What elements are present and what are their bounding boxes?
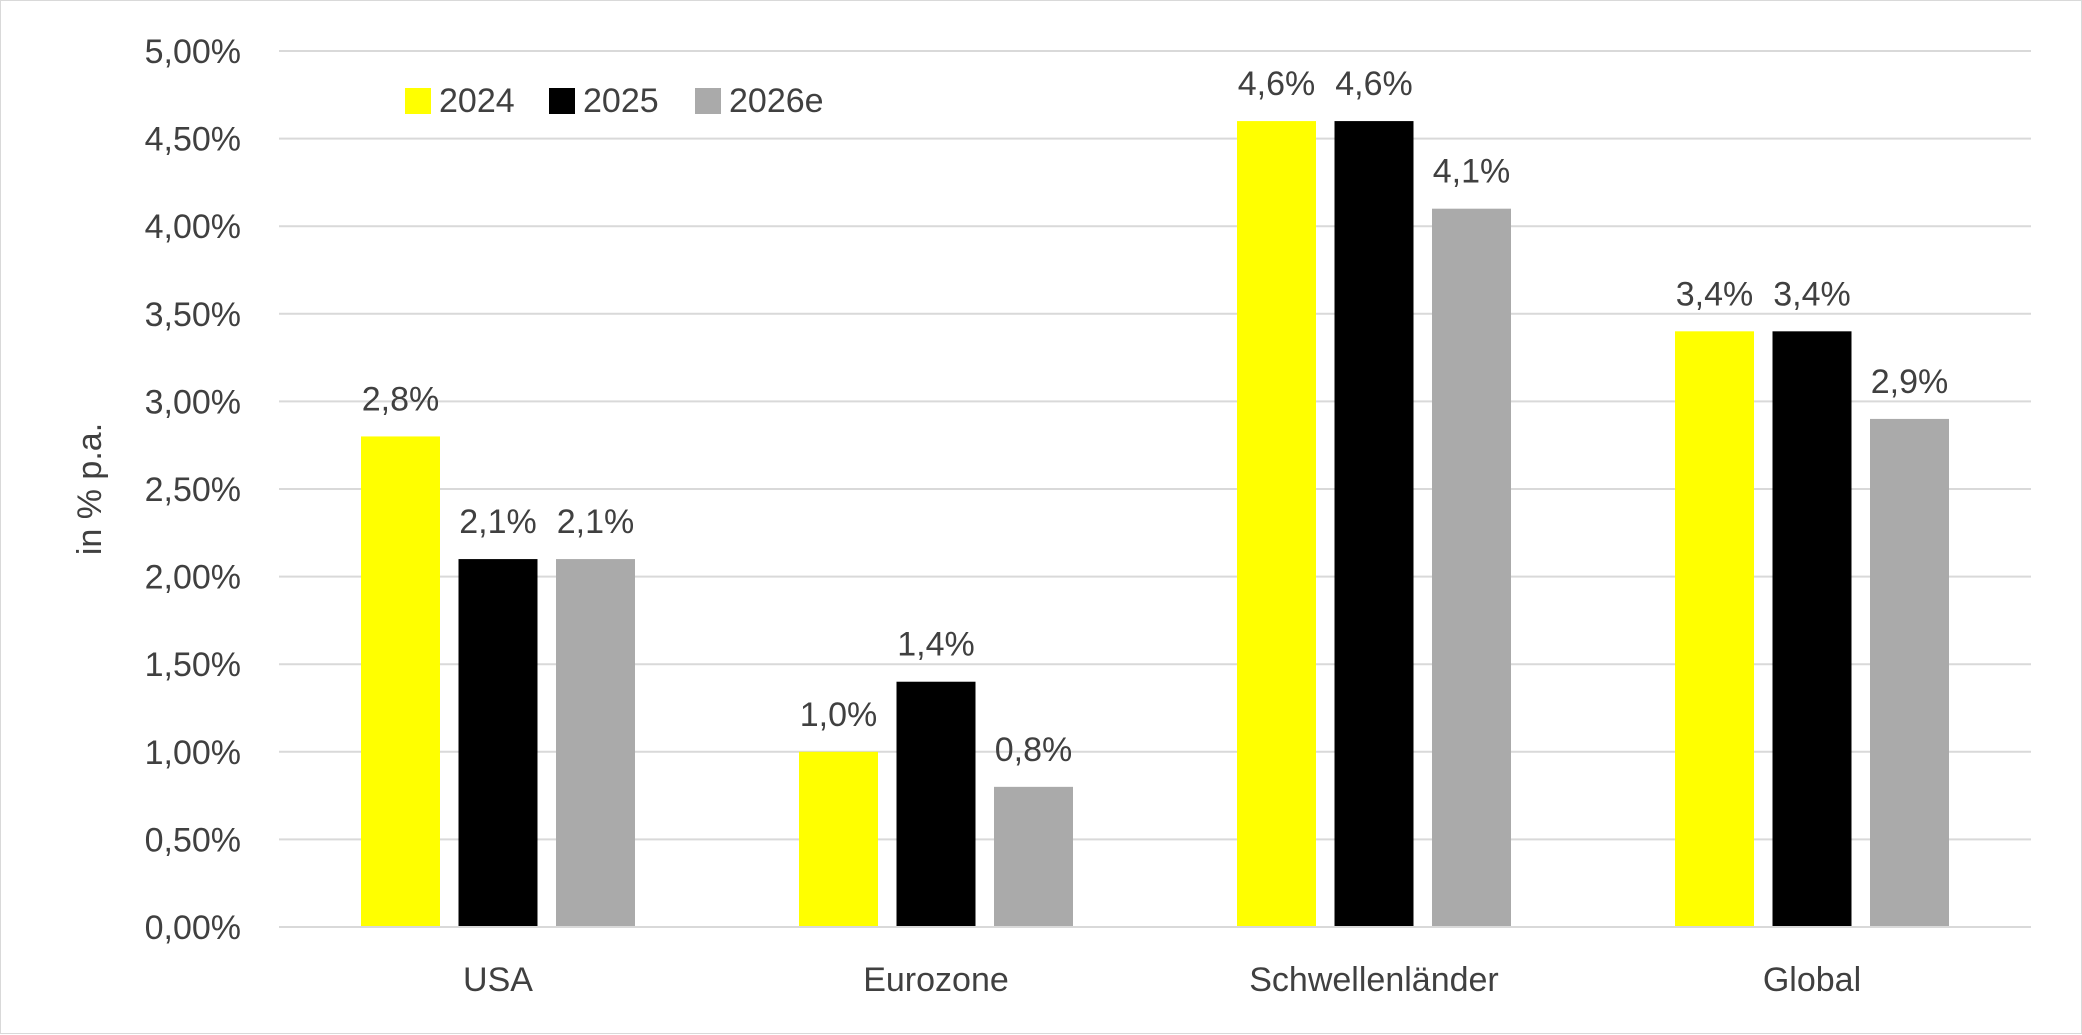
data-label: 1,0% bbox=[800, 696, 878, 734]
y-tick-label: 4,00% bbox=[145, 208, 241, 246]
x-tick-label: USA bbox=[463, 961, 533, 999]
bar bbox=[1432, 208, 1511, 927]
bars bbox=[361, 121, 1949, 927]
bar bbox=[361, 436, 440, 927]
y-axis-ticks: 0,00% 0,50% 1,00% 1,50% 2,00% 2,50% 3,00% 3,50%… bbox=[145, 33, 241, 947]
y-tick-label: 5,00% bbox=[145, 33, 241, 71]
data-label: 0,8% bbox=[995, 731, 1073, 769]
y-tick-label: 2,00% bbox=[145, 559, 241, 597]
bar bbox=[994, 786, 1073, 927]
y-tick-label: 2,50% bbox=[145, 471, 241, 509]
bar bbox=[1870, 418, 1949, 927]
data-label: 1,4% bbox=[897, 626, 975, 664]
legend-swatch bbox=[695, 88, 721, 114]
data-labels: 2,8% 2,1% 2,1% 1,0% 1,4% 0,8% 4,6% 4,6% 4,1% 3,4%… bbox=[362, 65, 1949, 769]
legend: 2024 2025 2026e bbox=[405, 82, 824, 120]
y-tick-label: 1,00% bbox=[145, 734, 241, 772]
x-axis-ticks: USA Eurozone Schwellenländer Global bbox=[463, 961, 1861, 999]
y-tick-label: 4,50% bbox=[145, 121, 241, 159]
y-tick-label: 0,50% bbox=[145, 821, 241, 859]
x-tick-label: Eurozone bbox=[863, 961, 1009, 999]
bar bbox=[1237, 121, 1316, 927]
data-label: 3,4% bbox=[1676, 275, 1754, 313]
y-tick-label: 3,00% bbox=[145, 383, 241, 421]
legend-label: 2024 bbox=[439, 82, 515, 120]
y-tick-label: 3,50% bbox=[145, 296, 241, 334]
legend-swatch bbox=[405, 88, 431, 114]
y-tick-label: 0,00% bbox=[145, 909, 241, 947]
data-label: 2,1% bbox=[459, 503, 537, 541]
bar bbox=[896, 681, 976, 927]
data-label: 2,8% bbox=[362, 380, 440, 418]
bar bbox=[1772, 331, 1852, 927]
y-axis-title: in % p.a. bbox=[71, 423, 109, 555]
data-label: 2,1% bbox=[557, 503, 635, 541]
legend-label: 2025 bbox=[583, 82, 659, 120]
bar bbox=[1334, 121, 1414, 927]
data-label: 4,6% bbox=[1238, 65, 1316, 103]
bar bbox=[1675, 331, 1754, 927]
x-tick-label: Global bbox=[1763, 961, 1861, 999]
bar bbox=[556, 559, 635, 927]
y-tick-label: 1,50% bbox=[145, 646, 241, 684]
data-label: 3,4% bbox=[1773, 275, 1851, 313]
data-label: 2,9% bbox=[1871, 363, 1949, 401]
bar bbox=[799, 751, 878, 927]
gridlines bbox=[279, 50, 2031, 841]
data-label: 4,1% bbox=[1433, 153, 1511, 191]
x-tick-label: Schwellenländer bbox=[1249, 961, 1499, 999]
data-label: 4,6% bbox=[1335, 65, 1413, 103]
legend-swatch bbox=[549, 88, 575, 114]
bar bbox=[458, 559, 538, 927]
legend-label: 2026e bbox=[729, 82, 824, 120]
